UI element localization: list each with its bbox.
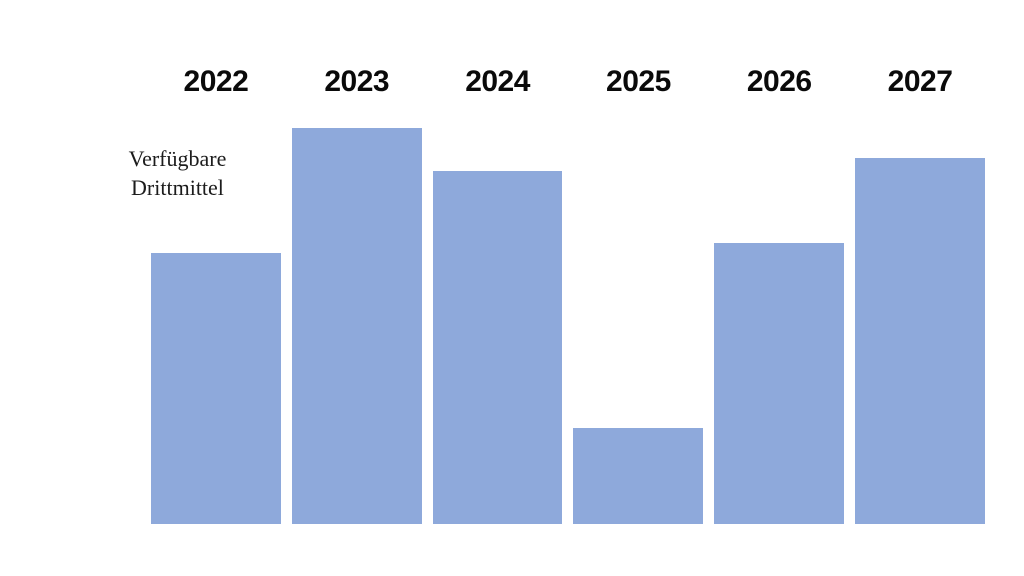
bar-2026 bbox=[714, 243, 845, 524]
bar-column-2027 bbox=[855, 128, 985, 524]
bar-column-2022 bbox=[151, 128, 281, 524]
bar-2023 bbox=[291, 128, 422, 524]
category-axis: 2022 2023 2024 2025 2026 2027 bbox=[151, 64, 985, 100]
bar-2024 bbox=[432, 171, 563, 524]
category-label-2023: 2023 bbox=[324, 65, 390, 98]
annotation-line-2: Drittmittel bbox=[131, 175, 224, 201]
category-label-2022: 2022 bbox=[183, 65, 249, 98]
category-label-2024: 2024 bbox=[465, 65, 530, 98]
bar-2022 bbox=[151, 253, 281, 524]
bar-2025 bbox=[573, 428, 704, 524]
annotation-line-1: Verfügbare bbox=[128, 146, 227, 171]
category-label-2025: 2025 bbox=[606, 65, 671, 98]
bar-plot-area bbox=[151, 128, 985, 524]
category-label-2026: 2026 bbox=[746, 65, 812, 98]
series-annotation: Verfügbare Drittmittel bbox=[105, 144, 250, 202]
bar-column-2023 bbox=[291, 128, 422, 524]
bar-column-2026 bbox=[714, 128, 845, 524]
category-label-2027: 2027 bbox=[887, 65, 953, 98]
bar-column-2024 bbox=[432, 128, 563, 524]
bar-2027 bbox=[855, 158, 985, 524]
bar-column-2025 bbox=[573, 128, 704, 524]
